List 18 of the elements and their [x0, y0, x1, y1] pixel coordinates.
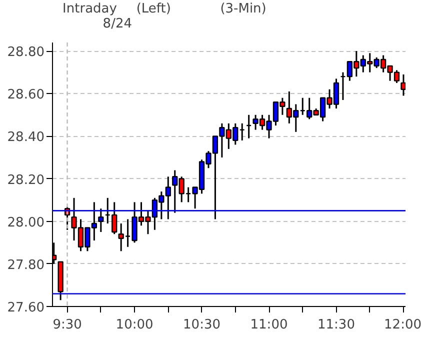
y-tick-label: 28.20: [7, 172, 44, 188]
x-tick-label: 10:30: [183, 318, 221, 332]
chart-title: Intraday: [62, 2, 118, 16]
candlestick: [400, 74, 406, 96]
x-tick-label: 12:00: [384, 318, 421, 332]
y-tick-label: 28.80: [7, 45, 44, 60]
text: (Left): [136, 2, 171, 16]
y-tick-label: 28.00: [7, 215, 44, 230]
x-tick-label: 11:00: [250, 318, 288, 332]
y-tick-label: 28.40: [7, 130, 44, 146]
x-tick-label: 11:30: [318, 318, 355, 332]
text: (3-Min): [220, 2, 266, 16]
x-tick-label: 10:00: [116, 318, 154, 332]
chart-subtitle: 8/24: [102, 16, 132, 32]
x-tick-label: 9:30: [52, 318, 82, 332]
y-tick-label: 27.80: [7, 258, 44, 273]
y-tick-label: 27.60: [7, 300, 44, 316]
y-tick-label: 28.60: [7, 88, 44, 103]
